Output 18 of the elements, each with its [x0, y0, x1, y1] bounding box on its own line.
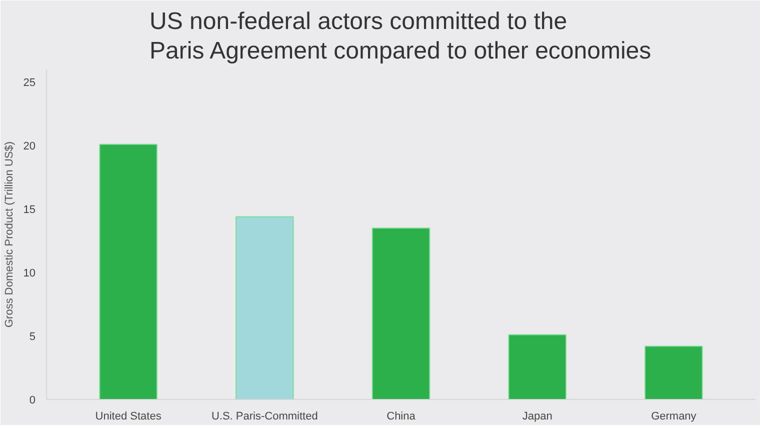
bar: [644, 346, 703, 400]
y-axis-title: Gross Domestic Product (Trillion US$): [3, 141, 16, 328]
x-tick-label: U.S. Paris-Committed: [211, 410, 318, 422]
y-tick-label: 15: [23, 204, 36, 216]
bar: [508, 334, 566, 400]
y-tick-label: 10: [23, 268, 36, 280]
bar: [372, 228, 430, 400]
x-tick-label: China: [386, 410, 416, 422]
x-tick-label: United States: [95, 410, 162, 422]
bar: [99, 144, 158, 400]
bar: [236, 216, 294, 400]
y-tick-label: 5: [29, 331, 36, 344]
y-tick-label: 0: [29, 394, 36, 406]
x-tick-label: Germany: [651, 410, 697, 422]
y-tick-label: 25: [23, 77, 36, 90]
y-tick-label: 20: [23, 140, 36, 153]
x-tick-label: Japan: [522, 410, 552, 422]
chart-title: US non-federal actors committed to the Paris Agreement compared to other economies: [150, 8, 652, 64]
